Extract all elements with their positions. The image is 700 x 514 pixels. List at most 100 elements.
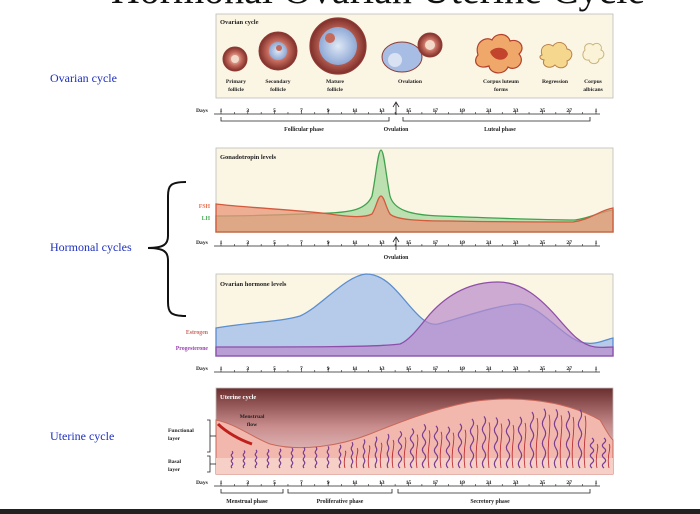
basal-layer-label: layer	[168, 467, 181, 473]
uterine-vessel	[403, 437, 407, 469]
functional-layer-label: layer	[168, 436, 181, 442]
menstrual-flow-label: flow	[247, 422, 258, 428]
menstrual-flow-label: Menstrual	[240, 414, 265, 420]
uterine-gland	[302, 447, 306, 469]
uterine-gland	[481, 416, 487, 469]
stage-label: Primary	[226, 79, 246, 85]
functional-layer-label: Functional	[168, 428, 194, 434]
uterine-panel-title: Uterine cycle	[220, 394, 256, 401]
uterine-vessel	[343, 450, 347, 469]
fsh-curve	[215, 195, 614, 233]
days-label: Days	[196, 240, 209, 246]
uterine-panel: Uterine cycle Menstrual flow	[215, 387, 614, 475]
uterine-gland	[553, 408, 559, 469]
menstrual-flow-mark	[216, 422, 253, 446]
stage-label: follicle	[270, 87, 286, 93]
ovulation-image	[381, 32, 443, 73]
uterine-vessel	[355, 447, 359, 469]
side-label-ovarian: Ovarian cycle	[50, 71, 117, 85]
layer-brackets	[207, 419, 216, 473]
uterine-gland	[517, 416, 523, 469]
side-label-uterine: Uterine cycle	[50, 429, 114, 443]
progesterone-curve	[215, 281, 614, 357]
uterine-gland	[374, 436, 378, 469]
lh-legend: LH	[202, 216, 211, 222]
stage-label: Mature	[326, 79, 344, 85]
uterine-gland	[577, 409, 583, 469]
uterine-gland	[326, 445, 330, 469]
uterine-gland	[409, 428, 415, 469]
corpus-luteum-image	[475, 33, 523, 74]
menstrual-phase-label: Menstrual phase	[226, 499, 268, 505]
ovulation-arrow-2	[392, 236, 400, 250]
uterine-glands	[230, 408, 611, 469]
day-axis-uterine: Days135791113151719212325271	[196, 480, 600, 487]
uterine-vessel	[571, 416, 575, 469]
days-label: Days	[196, 366, 209, 372]
stage-label: Regression	[542, 79, 569, 85]
stage-label: follicle	[327, 87, 343, 93]
uterine-gland	[386, 433, 390, 469]
uterine-vessel	[367, 445, 371, 469]
uterine-gland	[242, 450, 246, 469]
days-label: Days	[196, 108, 209, 114]
uterine-gland	[254, 449, 258, 469]
uterine-gland	[541, 408, 547, 469]
secondary-follicle-image	[258, 31, 298, 71]
uterine-gland	[421, 423, 427, 469]
luteal-phase-label: Luteal phase	[484, 127, 516, 133]
gonadotropin-panel-title: Gonadotropin levels	[220, 154, 277, 161]
progesterone-legend: Progesterone	[176, 346, 209, 352]
uterine-gland	[505, 418, 511, 469]
stage-label: albicans	[583, 87, 603, 93]
proliferative-phase-label: Proliferative phase	[317, 499, 364, 505]
corpus-albicans-image	[582, 42, 605, 65]
gonadotropin-panel: Gonadotropin levels FSH LH	[199, 147, 614, 233]
page-title: Hormonal Ovarian Uterine Cycle	[111, 0, 645, 12]
uterine-vessel	[463, 429, 467, 469]
ovarian-hormone-panel-title: Ovarian hormone levels	[220, 281, 287, 288]
fsh-legend: FSH	[199, 204, 211, 210]
uterine-vessel	[499, 423, 503, 469]
stage-label: forms	[494, 87, 509, 93]
uterine-vessel	[415, 434, 419, 469]
day-axis-ovarian: Days135791113151719212325271	[196, 108, 600, 115]
uterine-gland	[338, 444, 342, 469]
days-label: Days	[196, 480, 209, 486]
uterine-gland	[493, 417, 499, 469]
uterine-vessel	[583, 415, 587, 469]
uterine-vessel	[475, 424, 479, 469]
uterine-gland	[362, 439, 366, 469]
uterine-gland	[565, 410, 571, 469]
uterine-vessel	[451, 432, 455, 469]
hormonal-brace	[147, 181, 187, 317]
uterine-gland	[469, 418, 475, 469]
uterine-vessel	[535, 417, 539, 469]
secretory-phase-label: Secretory phase	[470, 499, 510, 505]
ovarian-panel-title: Ovarian cycle	[220, 19, 259, 26]
uterine-gland	[433, 425, 439, 469]
uterine-vessel	[439, 431, 443, 469]
uterine-gland	[529, 411, 535, 469]
uterine-phase-brackets	[220, 489, 591, 494]
uterine-gland	[445, 426, 451, 469]
uterine-gland	[589, 437, 595, 469]
regression-image	[539, 41, 573, 69]
day-axis-ovarian-hormones: Days135791113151719212325271	[196, 366, 600, 373]
primary-follicle-image	[222, 46, 248, 72]
uterine-gland	[397, 430, 403, 469]
ovarian-panel: Ovarian cycle	[215, 13, 614, 99]
bottom-bar	[0, 509, 700, 514]
uterine-gland	[278, 448, 282, 469]
mature-follicle-image	[309, 17, 367, 75]
uterine-vessel	[427, 430, 431, 469]
stage-label: Corpus	[584, 79, 603, 85]
ovarian-hormone-panel: Ovarian hormone levels Estrogen Progeste…	[176, 273, 614, 357]
ovulation-phase-label: Ovulation	[384, 127, 410, 133]
uterine-gland	[350, 441, 354, 469]
ovarian-phase-brackets	[220, 101, 591, 122]
ovulation-label-2: Ovulation	[384, 255, 410, 261]
uterine-vessel	[559, 415, 563, 469]
uterine-vessel	[511, 424, 515, 469]
uterine-gland	[266, 448, 270, 469]
